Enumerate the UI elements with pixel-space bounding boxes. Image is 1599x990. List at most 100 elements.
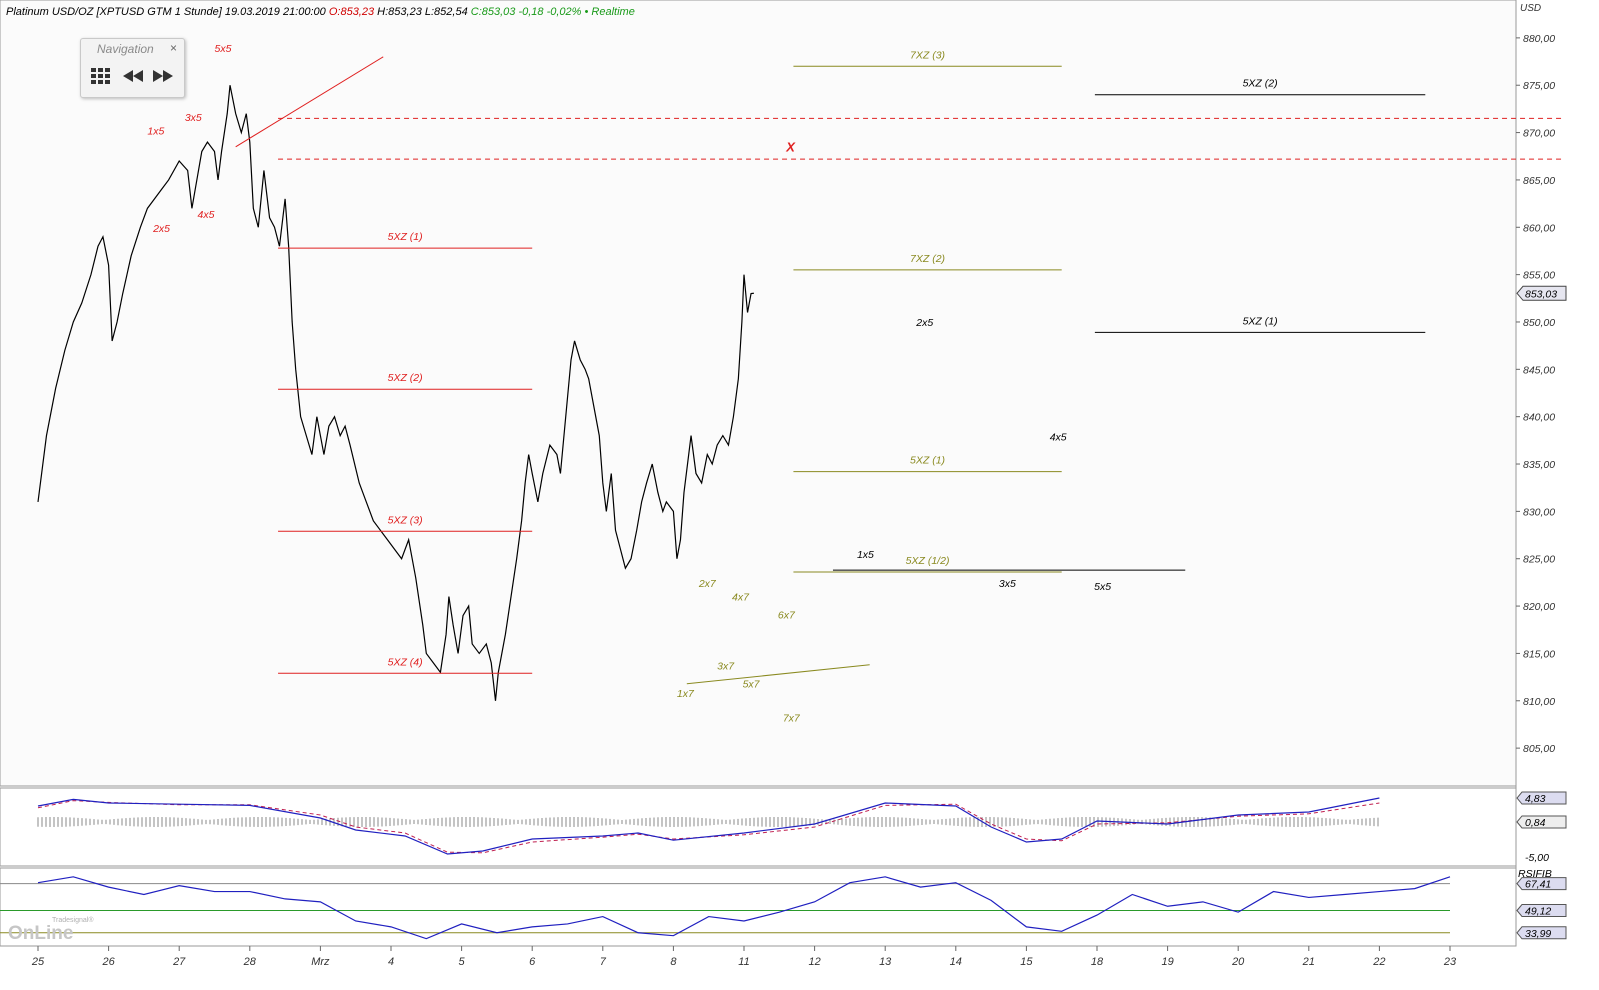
- oscillator-value-marker: [1516, 791, 1567, 805]
- wave-annotation: 6x7: [778, 609, 796, 621]
- rsi-pane: [0, 867, 1517, 947]
- y-tick-label: 850,00: [1523, 317, 1555, 329]
- grid-icon[interactable]: [90, 67, 112, 89]
- x-tick-label: 19: [1161, 956, 1173, 968]
- header-high-low: H:853,23 L:852,54: [377, 6, 468, 18]
- y-tick-label: 825,00: [1523, 554, 1555, 566]
- last-price-marker: [1516, 285, 1567, 301]
- rsi-value-marker: [1516, 877, 1567, 891]
- level-label: 5XZ (2): [1243, 78, 1278, 90]
- x-tick-label: 26: [101, 956, 115, 968]
- x-tick-label: 15: [1020, 956, 1033, 968]
- rsi-tick-label: 67,41: [1525, 879, 1551, 891]
- y-tick-label: 815,00: [1523, 648, 1555, 660]
- wave-annotation: 5x5: [1094, 581, 1111, 593]
- oscillator-value-marker: [1516, 815, 1567, 829]
- wave-annotation: 5x5: [215, 43, 232, 55]
- wave-annotation: 1x5: [857, 549, 874, 561]
- y-tick-label: 855,00: [1523, 270, 1555, 282]
- header-symbol: Platinum USD/OZ [XPTUSD GTM 1 Stunde] 19…: [6, 6, 326, 18]
- y-tick-label: 865,00: [1523, 175, 1555, 187]
- watermark-logo: OnLine: [8, 923, 73, 944]
- x-tick-label: 27: [172, 956, 186, 968]
- y-tick-label: 860,00: [1523, 222, 1555, 234]
- x-tick-label: 13: [879, 956, 892, 968]
- fast-forward-icon-graphic: [153, 70, 173, 82]
- y-tick-label: 840,00: [1523, 412, 1555, 424]
- wave-annotation: 1x7: [677, 688, 695, 700]
- oscillator-tick-label: -5,00: [1525, 852, 1549, 864]
- rewind-icon[interactable]: [122, 67, 144, 89]
- x-tick-label: 8: [670, 956, 677, 968]
- trendline: [235, 56, 384, 148]
- x-tick-label: 28: [243, 956, 257, 968]
- level-label: 5XZ (1): [388, 231, 423, 243]
- trendline: [686, 664, 870, 685]
- wave-annotation: 3x7: [717, 661, 735, 673]
- x-tick-label: Mrz: [311, 956, 330, 968]
- fast-forward-icon[interactable]: [152, 67, 174, 89]
- x-tick-label: 20: [1231, 956, 1245, 968]
- level-label: 5XZ (4): [388, 656, 423, 668]
- level-label: 5XZ (1): [910, 455, 945, 467]
- y-tick-label: 875,00: [1523, 80, 1555, 92]
- rsi-tick-label: 33,99: [1525, 928, 1551, 940]
- y-tick-label: 835,00: [1523, 459, 1555, 471]
- rsi-title: RSIFIB: [1518, 868, 1552, 880]
- wave-annotation: 2x5: [915, 317, 933, 329]
- wave-annotation: 5x7: [743, 679, 761, 691]
- y-axis-unit: USD: [1520, 3, 1541, 14]
- x-tick-label: 23: [1443, 956, 1457, 968]
- price-pane: [0, 0, 1517, 787]
- navigation-panel[interactable]: Navigation ×: [80, 38, 185, 98]
- rsi-line: [37, 876, 1451, 940]
- y-tick-label: 805,00: [1523, 743, 1555, 755]
- rewind-icon-graphic: [123, 70, 143, 82]
- wave-annotation: 7x7: [783, 713, 801, 725]
- level-label: 5XZ (2): [388, 372, 423, 384]
- last-price-label: 853,03: [1525, 288, 1557, 300]
- x-tick-label: 14: [950, 956, 962, 968]
- level-label: 5XZ (3): [388, 514, 423, 526]
- oscillator-tick-label: 4,83: [1525, 793, 1546, 805]
- close-icon[interactable]: ×: [169, 41, 177, 55]
- header-realtime: • Realtime: [584, 6, 635, 18]
- y-tick-label: 845,00: [1523, 364, 1555, 376]
- level-label: 5XZ (1/2): [906, 555, 950, 567]
- x-tick-label: 7: [600, 956, 607, 968]
- y-tick-label: 810,00: [1523, 696, 1555, 708]
- x-tick-label: 6: [529, 956, 536, 968]
- y-tick-label: 830,00: [1523, 506, 1555, 518]
- header-open: O:853,23: [328, 6, 375, 18]
- oscillator-pane: [0, 787, 1517, 867]
- watermark-small: Tradesignal®: [52, 916, 94, 924]
- wave-annotation: 4x5: [1050, 431, 1067, 443]
- wave-annotation: 4x5: [198, 209, 215, 221]
- y-tick-label: 880,00: [1523, 33, 1555, 45]
- oscillator-signal-line: [37, 800, 1380, 854]
- x-tick-label: 18: [1091, 956, 1104, 968]
- wave-annotation: X: [785, 140, 796, 155]
- rsi-value-marker: [1516, 904, 1567, 918]
- oscillator-tick-label: 0,84: [1525, 817, 1546, 829]
- wave-annotation: 1x5: [147, 125, 164, 137]
- rsi-tick-label: 49,12: [1525, 906, 1551, 918]
- level-label: 7XZ (3): [910, 49, 945, 61]
- navigation-title: Navigation: [97, 42, 154, 56]
- wave-annotation: 2x5: [152, 223, 170, 235]
- wave-annotation: 3x5: [185, 112, 202, 124]
- y-tick-label: 870,00: [1523, 128, 1555, 140]
- oscillator-histogram: [37, 816, 1379, 827]
- wave-annotation: 3x5: [999, 578, 1016, 590]
- x-tick-label: 11: [738, 956, 749, 968]
- level-label: 5XZ (1): [1243, 315, 1278, 327]
- wave-annotation: 2x7: [698, 578, 717, 590]
- price-series-line: [37, 85, 754, 701]
- x-tick-label: 4: [388, 956, 394, 968]
- oscillator-main-line: [37, 797, 1380, 855]
- x-tick-label: 5: [459, 956, 466, 968]
- rsi-value-marker: [1516, 926, 1567, 940]
- header-close: C:853,03 -0,18 -0,02%: [470, 6, 582, 18]
- grid-icon-graphic: [91, 68, 110, 84]
